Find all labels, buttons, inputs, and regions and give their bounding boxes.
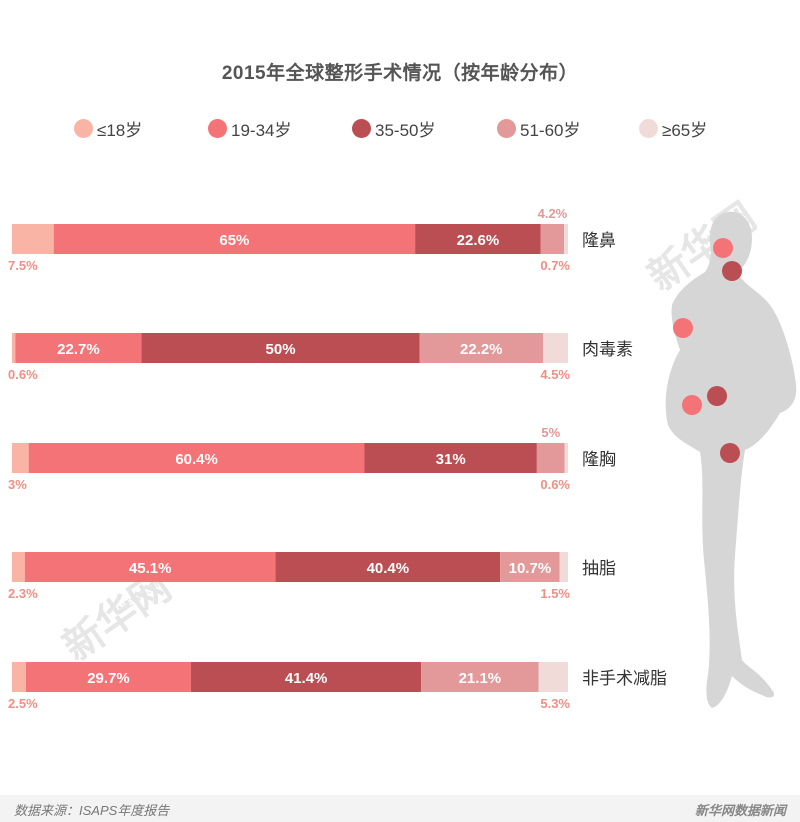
legend-swatch-under18 <box>74 119 93 138</box>
category-label-row-1: 肉毒素 <box>582 340 633 359</box>
bar-over65-row-2 <box>564 443 568 473</box>
footer: 数据来源：ISAPS年度报告 新华网数据新闻 <box>0 795 800 822</box>
value-label-under18-row-1: 0.6% <box>8 367 38 382</box>
legend-item-under18: ≤18岁 <box>74 116 142 141</box>
legend-swatch-19-34 <box>208 119 227 138</box>
legend-label-under18: ≤18岁 <box>97 121 143 140</box>
value-label-35-50-row-2: 31% <box>436 451 466 468</box>
value-label-over65-row-0: 0.7% <box>540 258 570 273</box>
bar-19-34-row-2 <box>28 443 365 473</box>
value-label-over65-row-3: 1.5% <box>540 586 570 601</box>
bar-35-50-row-4 <box>191 662 422 692</box>
value-label-19-34-row-2: 60.4% <box>175 451 218 468</box>
waist-marker-dot <box>707 386 727 406</box>
legend-item-over65: ≥65岁 <box>639 116 707 141</box>
value-label-19-34-row-0: 65% <box>219 232 249 249</box>
bar-35-50-row-3 <box>275 552 501 582</box>
value-label-51-60-row-4: 21.1% <box>459 670 502 687</box>
legend-label-51-60: 51-60岁 <box>520 121 581 140</box>
legend-swatch-51-60 <box>497 119 516 138</box>
bar-51-60-row-4 <box>421 662 539 692</box>
legend-item-19-34: 19-34岁 <box>208 116 291 141</box>
legend-label-over65: ≥65岁 <box>662 121 708 140</box>
value-label-19-34-row-3: 45.1% <box>129 560 172 577</box>
chart-title: 2015年全球整形手术情况（按年龄分布） <box>221 63 579 84</box>
bar-35-50-row-0 <box>415 224 541 254</box>
bar-19-34-row-1 <box>15 333 142 363</box>
bar-over65-row-3 <box>559 552 568 582</box>
legend: ≤18岁 19-34岁 35-50岁 51-60岁 ≥65岁 <box>0 116 800 146</box>
bar-over65-row-1 <box>542 333 568 363</box>
value-label-51-60-row-0: 4.2% <box>538 206 568 221</box>
nose-marker-dot <box>713 238 733 258</box>
legend-label-35-50: 35-50岁 <box>375 121 436 140</box>
bar-51-60-row-1 <box>419 333 543 363</box>
bar-under18-row-2 <box>12 443 29 473</box>
bar-under18-row-4 <box>12 662 26 692</box>
value-label-51-60-row-3: 10.7% <box>509 560 552 577</box>
category-label-row-4: 非手术减脂 <box>582 669 667 688</box>
face-marker-dot <box>722 261 742 281</box>
value-label-under18-row-3: 2.3% <box>8 586 38 601</box>
value-label-35-50-row-4: 41.4% <box>285 670 328 687</box>
bar-51-60-row-3 <box>500 552 560 582</box>
body-markers <box>673 238 742 463</box>
value-label-over65-row-1: 4.5% <box>540 367 570 382</box>
value-label-35-50-row-0: 22.6% <box>457 232 500 249</box>
value-label-under18-row-2: 3% <box>8 477 27 492</box>
bar-over65-row-0 <box>564 224 568 254</box>
category-label-row-2: 隆胸 <box>582 450 616 469</box>
value-label-over65-row-4: 5.3% <box>540 696 570 711</box>
legend-item-51-60: 51-60岁 <box>497 116 580 141</box>
legend-swatch-35-50 <box>352 119 371 138</box>
footer-brand: 新华网数据新闻 <box>694 803 786 818</box>
bar-19-34-row-3 <box>24 552 276 582</box>
value-label-35-50-row-1: 50% <box>266 341 296 358</box>
footer-source: 数据来源：ISAPS年度报告 <box>14 803 170 818</box>
bar-35-50-row-1 <box>141 333 420 363</box>
bar-51-60-row-0 <box>540 224 565 254</box>
abdomen-marker-dot <box>682 395 702 415</box>
bar-19-34-row-4 <box>25 662 192 692</box>
value-label-under18-row-4: 2.5% <box>8 696 38 711</box>
value-label-19-34-row-4: 29.7% <box>87 670 130 687</box>
value-label-over65-row-2: 0.6% <box>540 477 570 492</box>
chest-marker-dot <box>673 318 693 338</box>
value-label-51-60-row-2: 5% <box>541 425 560 440</box>
bar-under18-row-3 <box>12 552 25 582</box>
bar-under18-row-0 <box>12 224 54 254</box>
bar-under18-row-1 <box>12 333 16 363</box>
legend-swatch-over65 <box>639 119 658 138</box>
bar-51-60-row-2 <box>536 443 565 473</box>
value-label-35-50-row-3: 40.4% <box>367 560 410 577</box>
bar-19-34-row-0 <box>53 224 416 254</box>
category-label-row-0: 隆鼻 <box>582 231 616 250</box>
value-label-19-34-row-1: 22.7% <box>57 341 100 358</box>
value-label-under18-row-0: 7.5% <box>8 258 38 273</box>
category-label-row-3: 抽脂 <box>582 559 616 578</box>
legend-item-35-50: 35-50岁 <box>352 116 435 141</box>
legend-label-19-34: 19-34岁 <box>231 121 292 140</box>
value-label-51-60-row-1: 22.2% <box>460 341 503 358</box>
hip-marker-dot <box>720 443 740 463</box>
bar-35-50-row-2 <box>364 443 537 473</box>
bar-over65-row-4 <box>538 662 568 692</box>
